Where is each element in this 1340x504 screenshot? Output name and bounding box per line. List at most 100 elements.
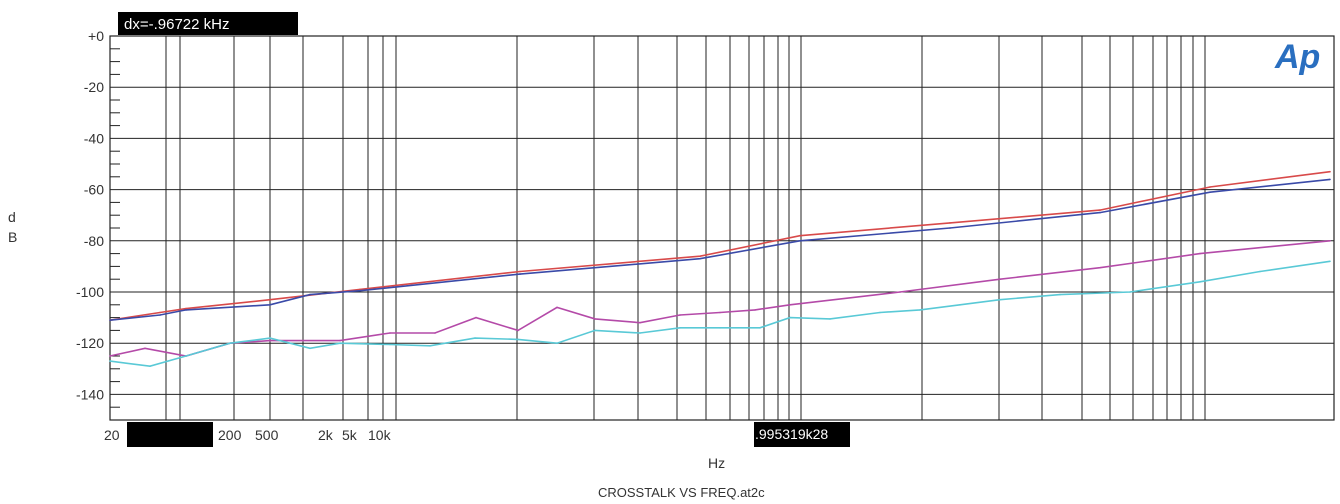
data-point: [999, 278, 1001, 281]
x-tick-label: 200: [218, 427, 242, 443]
data-point: [719, 311, 721, 314]
data-point: [1259, 270, 1261, 273]
data-point: [185, 307, 187, 310]
data-point: [109, 355, 111, 357]
cursor-value-box: [754, 422, 850, 447]
plot-frame: [109, 35, 1335, 421]
y-tick-label: -80: [84, 233, 104, 249]
data-point: [269, 298, 271, 301]
data-point: [1209, 191, 1211, 193]
data-point: [474, 337, 476, 339]
data-point: [339, 339, 341, 342]
data-point: [309, 293, 311, 296]
y-axis-label-d: d: [8, 209, 16, 225]
data-point: [949, 227, 951, 229]
y-tick-label: -60: [84, 182, 104, 198]
y-axis-label-b: B: [8, 229, 17, 245]
data-point: [519, 270, 521, 273]
data-point: [754, 309, 756, 311]
data-point: [309, 347, 311, 350]
data-point: [517, 329, 519, 332]
data-point: [1129, 291, 1131, 293]
data-point: [556, 306, 558, 309]
data-point: [359, 288, 361, 291]
data-point: [829, 318, 831, 320]
data-point: [679, 314, 681, 316]
data-point: [434, 332, 436, 334]
data-point: [1059, 293, 1061, 296]
data-point: [1199, 281, 1201, 283]
series-line: [109, 170, 1331, 321]
data-point: [144, 347, 146, 350]
y-tick-label: -100: [76, 284, 104, 300]
data-point: [799, 240, 801, 242]
data-point: [719, 327, 721, 329]
data-point: [799, 234, 801, 237]
data-point: [1329, 260, 1331, 263]
data-point: [159, 314, 161, 316]
data-point: [109, 360, 111, 362]
y-tick-label: +0: [88, 28, 104, 44]
y-tick-labels: +0 -20 -40 -60 -80 -100 -120 -140: [76, 28, 104, 402]
data-point: [1329, 170, 1331, 173]
data-point: [185, 355, 187, 357]
chart-title: CROSSTALK VS FREQ.at2c: [598, 485, 765, 500]
data-point: [699, 255, 701, 257]
data-point: [759, 327, 761, 329]
data-point: [229, 342, 231, 345]
data-point: [1099, 266, 1101, 269]
data-point: [109, 319, 111, 322]
data-point: [959, 304, 961, 306]
data-point: [879, 311, 881, 314]
data-point: [1199, 252, 1201, 255]
series-line: [109, 260, 1331, 368]
y-tick-label: -40: [84, 130, 104, 146]
data-point: [159, 311, 161, 314]
data-point: [899, 291, 901, 293]
data-point: [1329, 178, 1331, 181]
data-point: [269, 304, 271, 306]
ap-logo: Ap: [1274, 38, 1320, 76]
data-point: [679, 327, 681, 329]
data-point: [185, 309, 187, 311]
data-point: [999, 298, 1001, 301]
x-tick-label: 500: [255, 427, 279, 443]
x-tick-label: 2k: [318, 427, 334, 443]
data-point: [1209, 186, 1211, 188]
grid: [109, 35, 1335, 421]
data-point: [1329, 240, 1331, 242]
data-point: [639, 321, 641, 324]
y-tick-label: -20: [84, 79, 104, 95]
x-tick-label: 20: [104, 427, 120, 443]
data-point: [789, 316, 791, 319]
data-point: [149, 365, 151, 368]
cursor-value-label: .995319k28: [755, 426, 828, 442]
data-point: [359, 289, 361, 292]
data-point: [556, 342, 558, 345]
data-point: [475, 316, 477, 319]
data-point: [517, 338, 519, 341]
data-point: [339, 342, 341, 345]
data-point: [389, 343, 391, 346]
data-point: [949, 222, 951, 224]
redaction-box: [127, 422, 213, 447]
series-line: [109, 240, 1331, 357]
data-point: [519, 273, 521, 275]
data-point: [594, 329, 596, 332]
series-layer: [109, 170, 1331, 368]
x-tick-label: 5k: [342, 427, 358, 443]
data-point: [639, 332, 641, 334]
data-point: [1099, 209, 1101, 211]
data-point: [389, 332, 391, 334]
x-axis-label: Hz: [708, 455, 725, 471]
y-tick-label: -120: [76, 335, 104, 351]
y-tick-label: -140: [76, 386, 104, 402]
data-point: [1099, 211, 1101, 214]
x-tick-label: 10k: [368, 427, 392, 443]
data-point: [269, 339, 271, 342]
cursor-readout-box: [118, 12, 298, 35]
cursor-readout: dx=-.96722 kHz: [124, 16, 229, 33]
data-point: [269, 337, 271, 339]
data-point: [919, 309, 921, 311]
